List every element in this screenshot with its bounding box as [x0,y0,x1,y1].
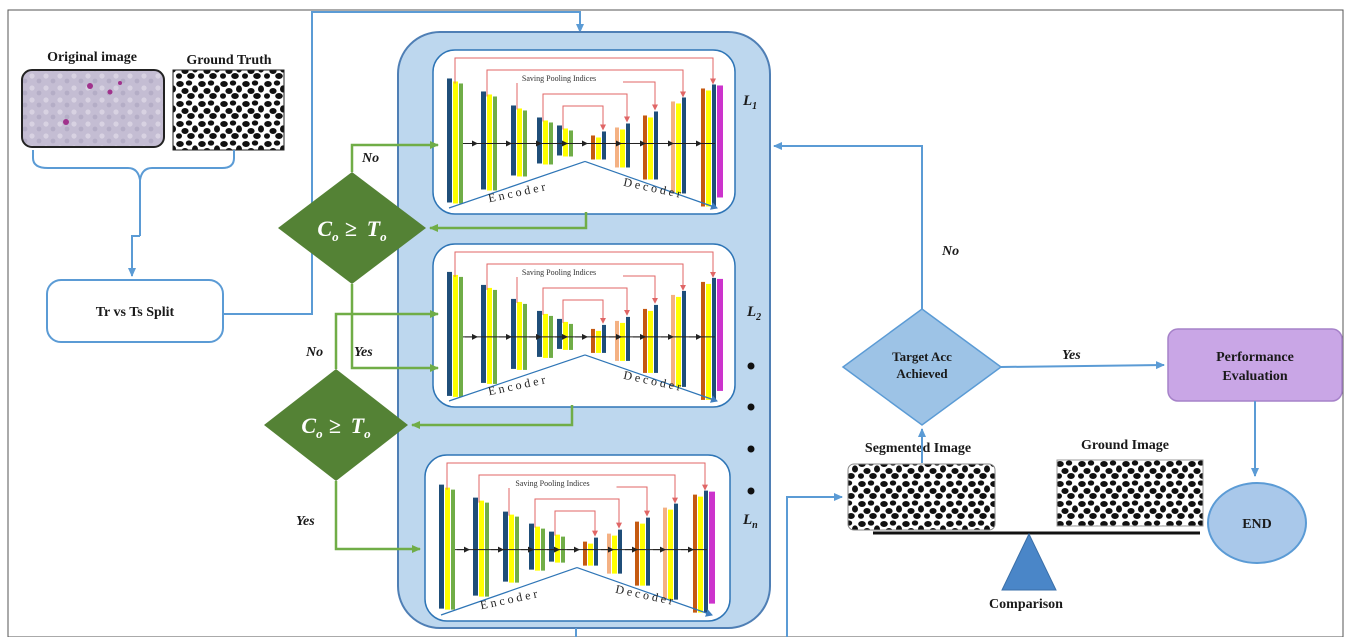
arrow-target-yes [1000,361,1165,370]
svg-text:Co≥To: Co ≥ To [301,413,371,441]
softmax-layer [717,85,723,198]
decoder-stage-4 [671,290,686,387]
encoder-stage-3 [511,298,527,370]
input-brace [32,150,235,181]
decoder-stage-2 [615,123,630,168]
decoder-stage-2 [607,529,622,574]
pooling-indices-label: Saving Pooling Indices [522,268,596,277]
layer-label-2: L2 [746,304,761,323]
encoder-stage-2 [473,497,489,597]
decoder-stage-5 [701,84,716,207]
edge-label-no-target: No [941,244,959,259]
encoder-stage-1 [447,78,463,204]
condition-diamond-2: Co ≥ To [264,369,408,481]
original-image-label: Original image [47,50,137,65]
arrow-target-no [773,142,923,309]
arrow-l2-to-condition-2 [411,405,574,429]
svg-text:Target Acc: Target Acc [892,349,952,364]
decoder-stage-4 [663,503,678,600]
encoder-stage-4 [537,117,553,165]
arrow-condition-2-yes [334,481,421,553]
split-box: Tr vs Ts Split [46,279,224,343]
softmax-layer [717,278,723,391]
edge-label-yes-2: Yes [296,514,315,529]
arrow-l1-to-condition-1 [429,212,588,232]
encoder-stage-1 [447,271,463,397]
encoder-stage-1 [439,484,455,610]
arrow-condition-1-yes [350,284,439,372]
edge-label-no-1: No [361,151,379,166]
segmented-image-label: Segmented Image [865,441,971,456]
encoder-stage-3 [511,105,527,177]
split-label: Tr vs Ts Split [96,305,175,320]
svg-text:Co≥To: Co ≥ To [317,216,387,244]
figure-frame [7,9,1344,637]
end-label: END [1242,517,1272,532]
decoder-stage-2 [615,316,630,361]
ground-image [1056,459,1204,527]
decoder-stage-1 [583,537,598,566]
layer-label-1: L1 [742,93,757,112]
arrow-to-split [128,235,140,277]
decoder-stage-3 [643,304,658,373]
segmented-image [847,463,996,531]
original-image-thumbnail [21,69,165,148]
encoder-stage-4 [537,310,553,358]
arrow-split-to-network [223,11,584,315]
encoder-stage-4 [529,523,545,571]
edge-label-yes-target: Yes [1062,348,1081,363]
decoder-stage-5 [701,277,716,400]
decoder-stage-1 [591,131,606,160]
target-acc-diamond: Target Acc Achieved [841,308,1003,426]
layer-label-n: Ln [742,512,758,531]
svg-text:Evaluation: Evaluation [1222,369,1288,384]
ground-truth-thumbnail [172,69,285,151]
performance-evaluation-box: Performance Evaluation [1167,328,1343,402]
comparison-label: Comparison [989,597,1063,612]
arrow-to-segmented [786,493,843,637]
end-node: END [1207,482,1307,564]
svg-text:Achieved: Achieved [896,366,948,381]
decoder-stage-5 [693,490,708,613]
arrow-condition-2-no [334,310,439,369]
encoder-stage-2 [481,284,497,384]
encoder-stage-2 [481,91,497,191]
softmax-layer [709,491,715,604]
pooling-indices-label: Saving Pooling Indices [522,74,596,83]
edge-label-no-2: No [305,345,323,360]
condition-diamond-1: Co ≥ To [278,172,426,284]
ellipsis-dots [747,362,755,495]
ground-image-label: Ground Image [1081,438,1169,453]
edge-label-yes-1: Yes [354,345,373,360]
decoder-stage-4 [671,97,686,194]
decoder-stage-1 [591,324,606,353]
encoder-stage-3 [503,511,519,583]
balance-fulcrum [1001,532,1057,591]
ground-truth-label: Ground Truth [186,53,271,68]
decoder-stage-3 [643,111,658,180]
svg-text:Performance: Performance [1216,350,1294,365]
pooling-indices-label: Saving Pooling Indices [515,479,589,488]
decoder-stage-3 [635,517,650,586]
arrow-condition-1-no [350,141,439,172]
